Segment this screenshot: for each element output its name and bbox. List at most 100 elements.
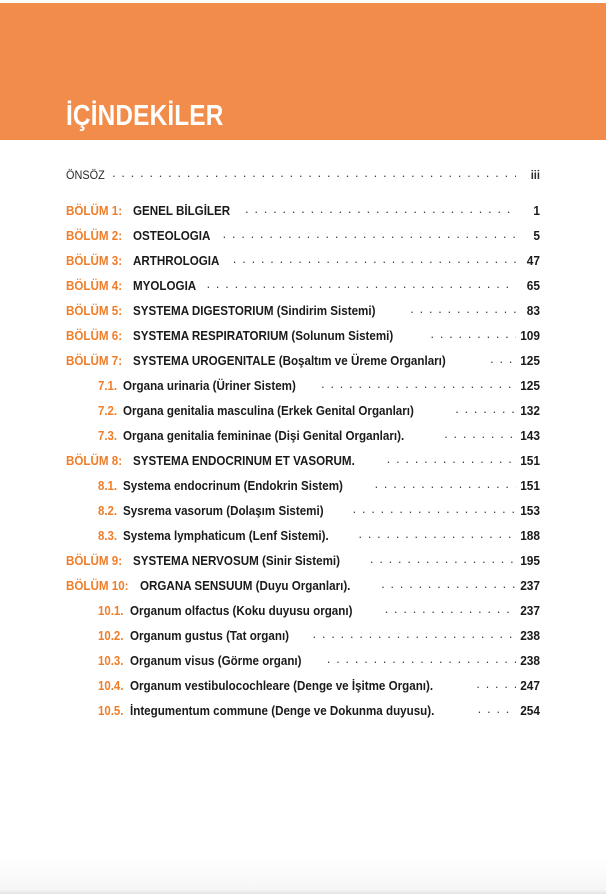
header-band: İÇİNDEKİLER (0, 3, 606, 140)
toc-entry-chapter[interactable]: BÖLÜM 2: OSTEOLOGIA 5 (66, 224, 540, 249)
dot-leader (375, 474, 516, 491)
toc-entry-label: 10.5. (98, 703, 124, 718)
toc-entry-title: SYSTEMA DIGESTORIUM (Sindirim Sistemi) (132, 303, 376, 318)
toc-entry-title: MYOLOGIA (132, 278, 196, 293)
toc-entry-page: 237 (520, 578, 540, 593)
dot-leader (112, 163, 516, 180)
dot-leader (431, 324, 516, 341)
dot-leader (444, 424, 516, 441)
toc-entry-label: BÖLÜM 6: (66, 328, 123, 343)
dot-leader (490, 349, 516, 366)
toc-entry-label: 10.2. (98, 628, 124, 643)
dot-leader (353, 499, 516, 516)
toc-entry-page: 195 (520, 553, 540, 568)
dot-leader (476, 674, 516, 691)
toc-entry-title: ORGANA SENSUUM (Duyu Organları). (140, 578, 351, 593)
toc-entry-chapter[interactable]: BÖLÜM 8: SYSTEMA ENDOCRINUM ET VASORUM. 15… (66, 449, 540, 474)
toc-entry-title: Organum vestibulocochleare (Denge ve İşi… (129, 678, 434, 693)
toc-entry-section[interactable]: 7.2. Organa genitalia masculina (Erkek Ge… (66, 399, 540, 424)
toc-entry-label: 7.1. (98, 378, 118, 393)
toc-entry-chapter[interactable]: BÖLÜM 3: ARTHROLOGIA 47 (66, 249, 540, 274)
toc-entry-title: SYSTEMA RESPIRATORIUM (Solunum Sistemi) (132, 328, 394, 343)
dot-leader (358, 524, 516, 541)
toc-entry-page: 125 (520, 378, 540, 393)
toc-entry-section[interactable]: 7.1. Organa urinaria (Üriner Sistem) 125 (66, 374, 540, 399)
toc-entry-page: 143 (520, 428, 540, 443)
toc-entry-page: 151 (520, 478, 540, 493)
toc-entry-page: 5 (533, 228, 540, 243)
toc-entry-page: 109 (520, 328, 540, 343)
dot-leader (387, 449, 516, 466)
toc-entry-label: 7.2. (98, 403, 118, 418)
toc-entry-title: Sysrema vasorum (Dolaşım Sistemi) (122, 503, 324, 518)
toc-entry-section[interactable]: 8.1. Systema endocrinum (Endokrin Sistem)… (66, 474, 540, 499)
page-top-margin (0, 0, 606, 3)
toc-entry-chapter[interactable]: BÖLÜM 6: SYSTEMA RESPIRATORIUM (Solunum S… (66, 324, 540, 349)
toc-entry-chapter[interactable]: BÖLÜM 9: SYSTEMA NERVOSUM (Sinir Sistemi)… (66, 549, 540, 574)
toc-entry-chapter[interactable]: BÖLÜM 7: SYSTEMA UROGENITALE (Boşaltım ve… (66, 349, 540, 374)
toc-entry-title: SYSTEMA ENDOCRINUM ET VASORUM. (132, 453, 355, 468)
toc-entry-section[interactable]: 10.2. Organum gustus (Tat organı) 238 (66, 624, 540, 649)
toc-entry-section[interactable]: 8.3. Systema lymphaticum (Lenf Sistemi). 1… (66, 524, 540, 549)
toc-entry-label: BÖLÜM 9: (66, 553, 123, 568)
toc-entry-title: Systema lymphaticum (Lenf Sistemi). (122, 528, 329, 543)
dot-leader (410, 299, 516, 316)
toc-entry-section[interactable]: 8.2. Sysrema vasorum (Dolaşım Sistemi) 153 (66, 499, 540, 524)
dot-leader (313, 624, 516, 641)
toc-entry-page: 83 (526, 303, 540, 318)
dot-leader (207, 274, 516, 291)
toc-entry-page: 153 (520, 503, 540, 518)
page-bottom-edge (0, 858, 606, 894)
toc-entry-title: GENEL BİLGİLER (132, 203, 230, 218)
toc-entry-page: 254 (520, 703, 540, 718)
toc-entry-label: BÖLÜM 4: (66, 278, 123, 293)
dot-leader (385, 599, 516, 616)
toc-entry-chapter[interactable]: BÖLÜM 4: MYOLOGIA 65 (66, 274, 540, 299)
toc-entry-section[interactable]: 10.5. İntegumentum commune (Denge ve Doku… (66, 699, 540, 724)
toc-entry-title: Organa genitalia femininae (Dişi Genital… (122, 428, 404, 443)
toc-entry-chapter[interactable]: BÖLÜM 5: SYSTEMA DIGESTORIUM (Sindirim Si… (66, 299, 540, 324)
toc-entry-page: 238 (520, 628, 540, 643)
toc-entry-label: 8.2. (98, 503, 118, 518)
toc-entry-title: Systema endocrinum (Endokrin Sistem) (122, 478, 343, 493)
toc-entry-chapter[interactable]: BÖLÜM 10: ORGANA SENSUUM (Duyu Organları)… (66, 574, 540, 599)
toc-entry-label: BÖLÜM 1: (66, 203, 123, 218)
toc-entry-section[interactable]: 7.3. Organa genitalia femininae (Dişi Gen… (66, 424, 540, 449)
toc-entry-preface[interactable]: ÖNSÖZ iii (66, 163, 540, 199)
toc-entry-page: 151 (520, 453, 540, 468)
toc-entry-label: 8.3. (98, 528, 118, 543)
toc-entry-page: 47 (526, 253, 540, 268)
toc-entry-title: Organum visus (Görme organı) (129, 653, 302, 668)
toc-entry-label: 10.4. (98, 678, 124, 693)
toc-entry-page: 1 (533, 203, 540, 218)
dot-leader (245, 199, 516, 216)
toc-entry-title: Organa urinaria (Üriner Sistem) (122, 378, 296, 393)
dot-leader (370, 549, 516, 566)
toc-entry-section[interactable]: 10.1. Organum olfactus (Koku duyusu organ… (66, 599, 540, 624)
toc-entry-title: ARTHROLOGIA (132, 253, 220, 268)
toc-entry-section[interactable]: 10.4. Organum vestibulocochleare (Denge v… (66, 674, 540, 699)
toc-entry-page: 132 (520, 403, 540, 418)
toc-entry-label: 10.3. (98, 653, 124, 668)
toc-entry-page: 125 (520, 353, 540, 368)
toc-entry-page: 238 (520, 653, 540, 668)
toc-entry-page: 237 (520, 603, 540, 618)
toc-entry-title: İntegumentum commune (Denge ve Dokunma d… (129, 703, 435, 718)
toc-entry-title: ÖNSÖZ (66, 168, 105, 182)
page-title: İÇİNDEKİLER (66, 100, 224, 132)
toc-entry-label: BÖLÜM 2: (66, 228, 123, 243)
toc-entry-title: SYSTEMA NERVOSUM (Sinir Sistemi) (132, 553, 340, 568)
toc-entry-chapter[interactable]: BÖLÜM 1: GENEL BİLGİLER 1 (66, 199, 540, 224)
toc-entry-section[interactable]: 10.3. Organum visus (Görme organı) 238 (66, 649, 540, 674)
dot-leader (327, 649, 516, 666)
toc-entry-label: BÖLÜM 7: (66, 353, 123, 368)
dot-leader (381, 574, 516, 591)
toc-entry-label: 10.1. (98, 603, 124, 618)
dot-leader (233, 249, 516, 266)
dot-leader (223, 224, 516, 241)
toc-entry-label: BÖLÜM 10: (66, 578, 129, 593)
toc-entry-label: 7.3. (98, 428, 118, 443)
toc-entry-title: SYSTEMA UROGENITALE (Boşaltım ve Üreme O… (132, 353, 446, 368)
toc-entry-label: BÖLÜM 8: (66, 453, 123, 468)
table-of-contents: ÖNSÖZ iii BÖLÜM 1: GENEL BİLGİLER 1 BÖLÜM 2… (66, 163, 540, 724)
